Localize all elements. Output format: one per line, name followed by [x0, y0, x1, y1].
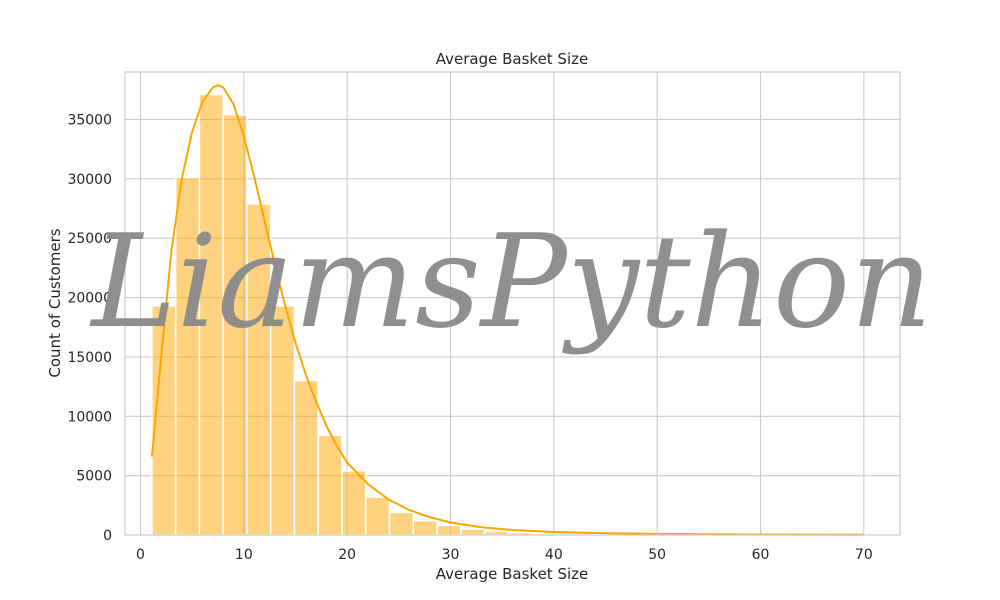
histogram-bar	[388, 511, 415, 536]
y-tick-label: 25000	[67, 231, 112, 247]
watermark-text: LiamsPython	[89, 208, 932, 357]
x-tick-label: 50	[648, 547, 666, 563]
y-tick-label: 35000	[67, 112, 112, 128]
histogram-bar	[436, 524, 462, 536]
x-tick-label: 10	[235, 547, 253, 563]
plot-frame	[124, 71, 901, 536]
chart-title: Average Basket Size	[436, 50, 588, 68]
y-tick-label: 20000	[67, 291, 112, 307]
x-tick-label: 40	[545, 547, 563, 563]
x-tick-label: 70	[855, 547, 873, 563]
y-tick-label: 10000	[67, 409, 112, 425]
x-tick-label: 0	[136, 547, 145, 563]
x-axis-label: Average Basket Size	[436, 565, 588, 583]
y-tick-labels: 0 5000 10000 15000 20000 25000 30000 35000	[67, 112, 112, 544]
y-tick-label: 30000	[67, 172, 112, 188]
x-tick-labels: 0 10 20 30 40 50 60 70	[136, 547, 873, 563]
y-tick-label: 5000	[76, 469, 112, 485]
x-tick-label: 20	[338, 547, 356, 563]
x-tick-label: 60	[752, 547, 770, 563]
y-axis-label: Count of Customers	[46, 228, 64, 377]
histogram-bar	[293, 379, 319, 536]
y-tick-label: 0	[103, 528, 112, 544]
histogram-bar	[412, 520, 438, 536]
kde-curve	[150, 84, 864, 536]
histogram-bar	[341, 470, 367, 536]
histogram-bar	[460, 528, 486, 536]
histogram-bar	[365, 496, 391, 536]
y-tick-label: 15000	[67, 350, 112, 366]
histogram-bars	[151, 93, 866, 536]
x-tick-label: 30	[442, 547, 460, 563]
